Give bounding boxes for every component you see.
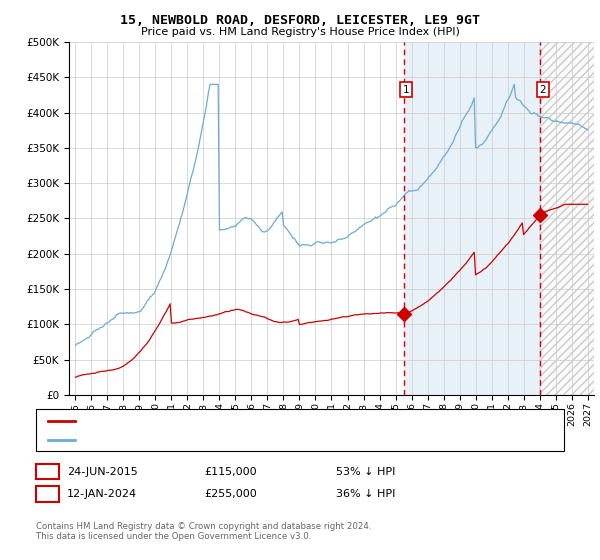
Bar (540, 42, 600, 395)
Bar (540, 42, 600, 395)
Bar (540, 42, 600, 395)
Text: £115,000: £115,000 (204, 466, 257, 477)
Text: 53% ↓ HPI: 53% ↓ HPI (336, 466, 395, 477)
Text: Price paid vs. HM Land Registry's House Price Index (HPI): Price paid vs. HM Land Registry's House … (140, 27, 460, 37)
Text: £255,000: £255,000 (204, 489, 257, 499)
Text: Contains HM Land Registry data © Crown copyright and database right 2024.
This d: Contains HM Land Registry data © Crown c… (36, 522, 371, 542)
Text: 2: 2 (44, 489, 51, 499)
Text: 2: 2 (539, 85, 546, 95)
Text: 1: 1 (44, 466, 51, 477)
Text: 1: 1 (403, 85, 409, 95)
Text: HPI: Average price, detached house, Hinckley and Bosworth: HPI: Average price, detached house, Hinc… (81, 435, 380, 445)
Text: 24-JUN-2015: 24-JUN-2015 (67, 466, 138, 477)
Bar (404, 42, 540, 395)
Text: 15, NEWBOLD ROAD, DESFORD, LEICESTER, LE9 9GT (detached house): 15, NEWBOLD ROAD, DESFORD, LEICESTER, LE… (81, 416, 436, 426)
Text: 12-JAN-2024: 12-JAN-2024 (67, 489, 137, 499)
Text: 36% ↓ HPI: 36% ↓ HPI (336, 489, 395, 499)
Text: 15, NEWBOLD ROAD, DESFORD, LEICESTER, LE9 9GT: 15, NEWBOLD ROAD, DESFORD, LEICESTER, LE… (120, 14, 480, 27)
